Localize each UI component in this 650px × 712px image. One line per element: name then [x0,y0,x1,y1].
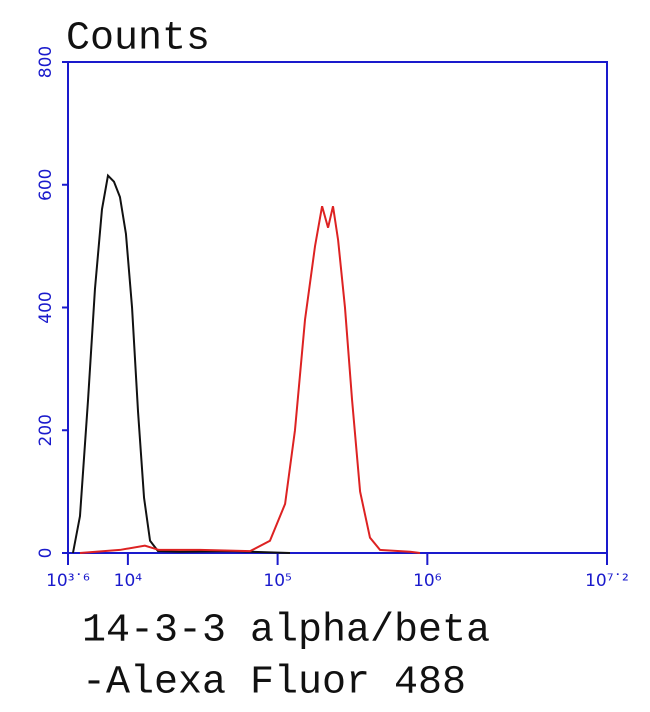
x-axis-title: 14-3-3 alpha/beta [82,609,490,654]
y-tick-label: 200 [36,414,56,446]
x-tick-label: 10⁶ [413,571,442,591]
x-tick-label: 10³˙⁶ [46,571,90,591]
plot-frame [67,61,608,554]
x-tick-label: 10⁵ [263,571,291,591]
x-axis-title: -Alexa Fluor 488 [82,661,466,706]
histogram-line [71,173,291,554]
y-tick-label: 800 [36,46,56,78]
x-tick-label: 10⁴ [114,571,143,591]
histogram-line [79,205,421,554]
y-tick-label: 600 [36,169,56,201]
y-tick-label: 400 [36,291,56,323]
y-axis-title: Counts [66,17,210,62]
y-tick-label: 0 [36,548,56,559]
x-tick-label: 10⁷˙² [585,571,629,591]
